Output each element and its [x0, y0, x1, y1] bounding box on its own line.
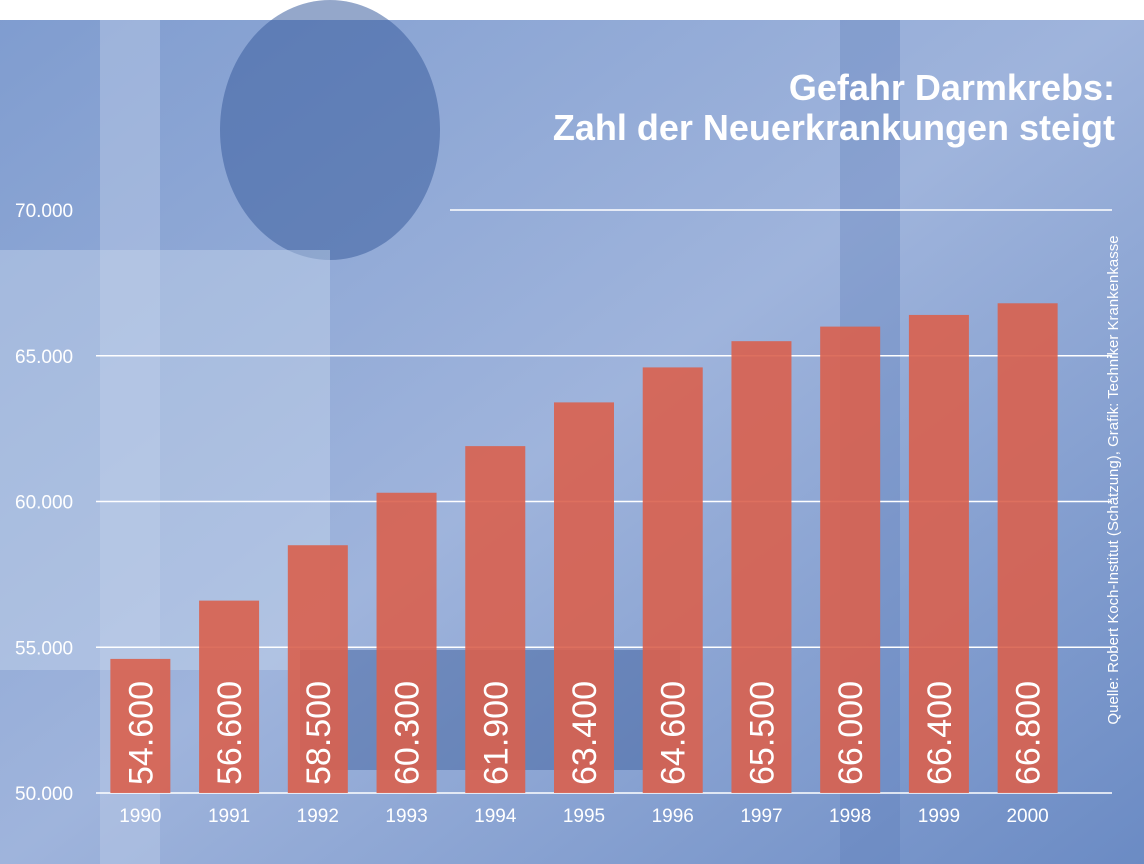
x-tick-label: 1997: [740, 806, 782, 827]
chart-title: Zahl der Neuerkrankungen steigt: [553, 107, 1115, 148]
background-shape: [220, 0, 440, 260]
y-tick-label: 65.000: [15, 347, 73, 368]
y-tick-label: 70.000: [15, 201, 73, 222]
x-tick-label: 1998: [829, 806, 871, 827]
y-tick-label: 60.000: [15, 493, 73, 514]
value-label: 63.400: [566, 681, 604, 785]
background-shape: [0, 250, 330, 670]
x-tick-label: 1990: [119, 806, 161, 827]
x-tick-label: 1992: [297, 806, 339, 827]
x-tick-label: 2000: [1006, 806, 1048, 827]
value-label: 61.900: [477, 681, 515, 785]
y-tick-label: 50.000: [15, 784, 73, 805]
value-label: 66.000: [832, 681, 870, 785]
chart-title: Gefahr Darmkrebs:: [789, 67, 1115, 108]
value-label: 64.600: [655, 681, 693, 785]
chart: Gefahr Darmkrebs: Zahl der Neuerkrankung…: [0, 0, 1144, 864]
x-tick-label: 1995: [563, 806, 605, 827]
value-label: 60.300: [389, 681, 427, 785]
x-tick-label: 1996: [652, 806, 694, 827]
value-label: 54.600: [122, 681, 160, 785]
value-label: 66.400: [921, 681, 959, 785]
source-note: Quelle: Robert Koch-Institut (Schätzung)…: [1105, 235, 1122, 724]
x-tick-label: 1999: [918, 806, 960, 827]
y-tick-label: 55.000: [15, 638, 73, 659]
x-tick-label: 1991: [208, 806, 250, 827]
value-label: 58.500: [300, 681, 338, 785]
top-border: [0, 0, 1144, 20]
x-tick-label: 1993: [385, 806, 427, 827]
x-tick-label: 1994: [474, 806, 517, 827]
value-label: 56.600: [211, 681, 249, 785]
value-label: 66.800: [1010, 681, 1048, 785]
value-label: 65.500: [743, 681, 781, 785]
